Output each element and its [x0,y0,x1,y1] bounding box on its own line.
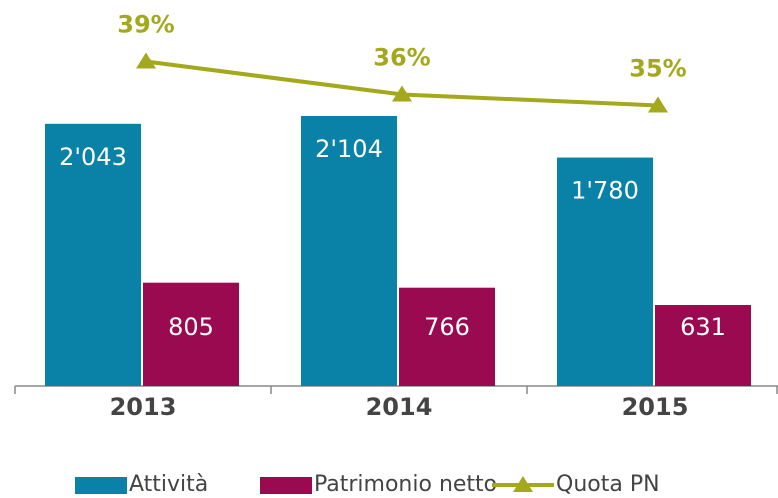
bar [143,282,239,386]
x-tick-label: 2014 [366,393,433,421]
x-tick-label: 2013 [110,393,177,421]
data-label: 631 [680,313,726,341]
data-label: 766 [424,313,470,341]
data-label: 35% [629,55,686,83]
bar [399,287,495,386]
line-marker [648,96,668,113]
x-tick-label: 2015 [622,393,689,421]
data-label: 2'104 [315,135,383,163]
legend-swatch [260,477,312,494]
data-label: 2'043 [59,143,127,171]
legend-swatch [513,476,533,492]
bar [45,123,141,386]
data-label: 36% [373,44,430,72]
legend-label: Patrimonio netto [314,472,497,497]
data-label: 1'780 [571,177,639,205]
bar [301,115,397,386]
legend-label: Quota PN [556,472,660,497]
line-marker [136,52,156,69]
data-label: 39% [117,11,174,39]
legend-swatch [75,477,127,494]
line-marker [392,85,412,102]
legend-label: Attività [129,472,208,497]
data-label: 805 [168,313,214,341]
bar [557,157,653,386]
bar [655,305,751,386]
